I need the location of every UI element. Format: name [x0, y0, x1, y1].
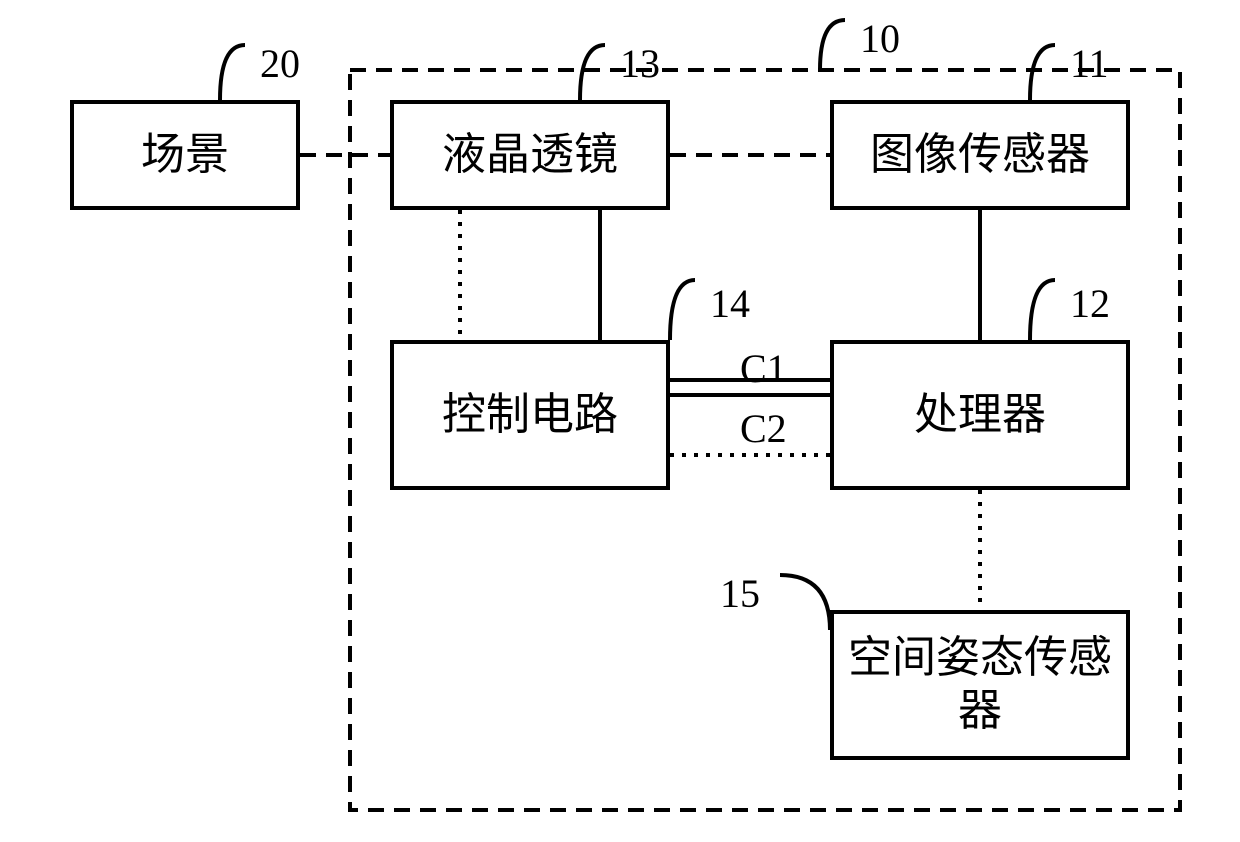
callout-label-sensor: 11 [1070, 40, 1109, 87]
conn-label-c1: C1 [740, 345, 787, 392]
callout-cpu [1030, 280, 1055, 340]
box-control: 控制电路 [390, 340, 670, 490]
callout-label-cpu: 12 [1070, 280, 1110, 327]
conn-label-c2: C2 [740, 405, 787, 452]
callout-lens [580, 45, 605, 100]
callout-label-frame: 10 [860, 15, 900, 62]
callout-sensor [1030, 45, 1055, 100]
box-sensor: 图像传感器 [830, 100, 1130, 210]
callout-label-attitude: 15 [720, 570, 760, 617]
callout-control [670, 280, 695, 340]
box-cpu: 处理器 [830, 340, 1130, 490]
callout-label-control: 14 [710, 280, 750, 327]
callout-label-lens: 13 [620, 40, 660, 87]
callout-frame [820, 20, 845, 70]
box-attitude: 空间姿态传感器 [830, 610, 1130, 760]
callout-scene [220, 45, 245, 100]
callout-label-scene: 20 [260, 40, 300, 87]
callout-attitude [780, 575, 830, 630]
box-scene: 场景 [70, 100, 300, 210]
box-lens: 液晶透镜 [390, 100, 670, 210]
